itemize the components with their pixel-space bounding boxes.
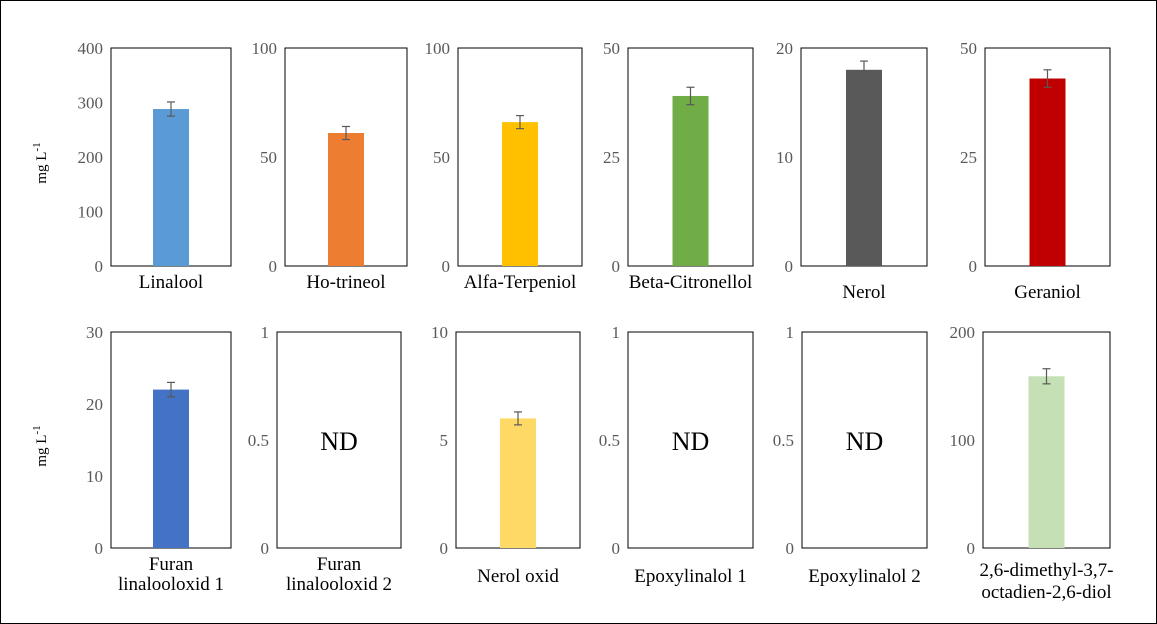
category-label: Epoxylinalol 1 — [634, 566, 746, 587]
y-tick-label: 200 — [950, 323, 976, 342]
y-tick-label: 400 — [78, 39, 104, 58]
category-label: Geraniol — [1014, 282, 1080, 303]
plot-frame — [627, 331, 754, 549]
bar — [846, 69, 882, 266]
bar — [500, 418, 536, 548]
category-label: Nerol oxid — [477, 566, 559, 587]
category-label: octadien-2,6-diol — [981, 582, 1111, 603]
y-tick-label: 1 — [261, 323, 270, 342]
category-label: Epoxylinalol 2 — [808, 566, 920, 587]
y-tick-label: 50 — [603, 39, 620, 58]
y-tick-label: 0 — [261, 539, 270, 558]
category-label: Nerol — [842, 282, 885, 303]
y-tick-label: 0.5 — [773, 431, 794, 450]
y-tick-label: 5 — [440, 431, 449, 450]
category-label: Furan — [317, 554, 362, 575]
y-tick-label: 0 — [95, 257, 104, 276]
y-tick-label: 0 — [612, 539, 621, 558]
bar — [153, 109, 189, 266]
y-tick-label: 0 — [969, 257, 978, 276]
y-tick-label: 0 — [786, 539, 795, 558]
category-label: linalooloxid 2 — [286, 574, 392, 595]
y-tick-label: 100 — [252, 39, 278, 58]
bar — [328, 133, 364, 266]
y-tick-label: 100 — [425, 39, 451, 58]
y-tick-label: 10 — [776, 148, 793, 167]
y-axis-label-superscript: -1 — [31, 142, 43, 151]
y-tick-label: 100 — [950, 431, 976, 450]
y-tick-label: 25 — [960, 148, 977, 167]
bar — [502, 122, 538, 267]
y-tick-label: 20 — [86, 395, 103, 414]
y-tick-label: 0.5 — [248, 431, 269, 450]
y-tick-label: 10 — [86, 467, 103, 486]
plot-frame — [276, 331, 402, 549]
plot-frame — [801, 331, 928, 549]
not-detected-label: ND — [846, 427, 884, 456]
y-tick-label: 0 — [612, 257, 621, 276]
y-tick-label: 25 — [603, 148, 620, 167]
category-label: Furan — [149, 554, 194, 575]
category-label: 2,6-dimethyl-3,7- — [979, 560, 1113, 581]
bar — [153, 389, 189, 548]
category-label: linalooloxid 1 — [118, 574, 224, 595]
y-tick-label: 300 — [78, 94, 104, 113]
y-tick-label: 200 — [78, 148, 104, 167]
y-axis-label: mg L-1 — [31, 142, 50, 183]
y-tick-label: 0 — [269, 257, 278, 276]
y-tick-label: 50 — [960, 39, 977, 58]
y-tick-label: 30 — [86, 323, 103, 342]
y-tick-label: 1 — [612, 323, 621, 342]
y-tick-label: 10 — [431, 323, 448, 342]
y-tick-label: 0 — [442, 257, 451, 276]
bar — [1029, 78, 1066, 267]
bar — [1028, 376, 1065, 548]
y-axis-label-superscript: -1 — [31, 425, 43, 434]
y-axis-label: mg L-1 — [31, 425, 50, 466]
y-tick-label: 0 — [785, 257, 794, 276]
not-detected-label: ND — [320, 427, 358, 456]
y-tick-label: 1 — [786, 323, 795, 342]
category-label: Alfa-Terpeniol — [464, 272, 577, 293]
y-tick-label: 20 — [776, 39, 793, 58]
category-label: Ho-trineol — [306, 272, 385, 293]
category-label: Beta-Citronellol — [629, 272, 752, 293]
y-tick-label: 0 — [440, 539, 449, 558]
not-detected-label: ND — [672, 427, 710, 456]
bar — [672, 95, 709, 267]
category-label: Linalool — [139, 272, 203, 293]
y-tick-label: 100 — [78, 203, 104, 222]
y-tick-label: 0 — [967, 539, 976, 558]
y-tick-label: 50 — [260, 148, 277, 167]
y-tick-label: 0 — [95, 539, 104, 558]
y-tick-label: 0.5 — [599, 431, 620, 450]
y-tick-label: 50 — [433, 148, 450, 167]
